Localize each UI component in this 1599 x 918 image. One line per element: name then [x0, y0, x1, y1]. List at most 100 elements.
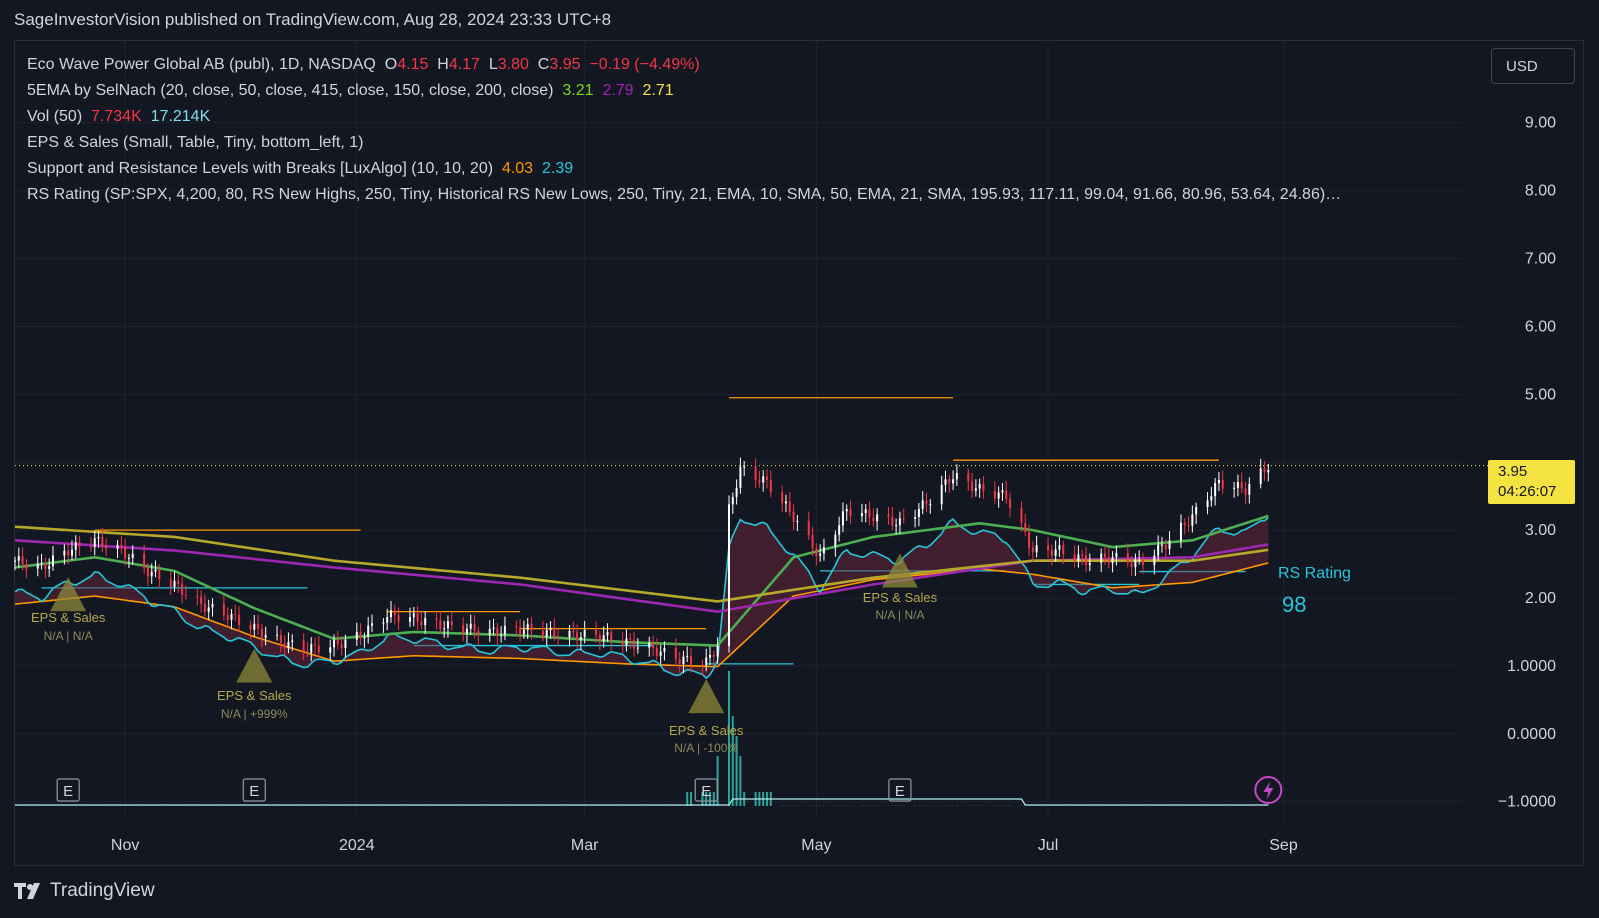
- candle-body: [492, 627, 495, 629]
- candle-body: [211, 603, 214, 608]
- volume-bar: [868, 805, 871, 806]
- volume-bar: [952, 805, 955, 806]
- candle-body: [978, 483, 981, 489]
- volume-bar: [811, 805, 814, 806]
- volume-bar: [955, 805, 958, 806]
- y-tick-label: 3.00: [1525, 522, 1556, 539]
- candle-body: [150, 571, 153, 577]
- candle-body: [792, 511, 795, 522]
- rs-rating-value: 98: [1282, 592, 1306, 617]
- candle-body: [1050, 550, 1053, 556]
- candle-body: [302, 640, 305, 652]
- volume-bar: [876, 805, 879, 806]
- high-label: H: [437, 56, 449, 73]
- y-tick-label: 0.0000: [1507, 726, 1556, 743]
- volume-bar: [902, 805, 905, 806]
- candle-body: [21, 556, 24, 565]
- rs-title[interactable]: RS Rating (SP:SPX, 4,200, 80, RS New Hig…: [27, 186, 1342, 203]
- candle-body: [173, 580, 176, 587]
- eps-triangle: [881, 553, 918, 588]
- candle-body: [496, 627, 499, 636]
- candle-body: [253, 623, 256, 630]
- change-value: −0.19 (−4.49%): [589, 56, 700, 73]
- candle-body: [397, 615, 400, 622]
- legend-sr-row: Support and Resistance Levels with Break…: [27, 156, 1341, 182]
- candle-body: [834, 534, 837, 548]
- candle-body: [952, 479, 955, 484]
- candle-body: [610, 632, 613, 641]
- x-tick-label: May: [801, 837, 831, 854]
- candle-body: [948, 479, 951, 484]
- close-label: C: [537, 56, 550, 73]
- candle-body: [602, 635, 605, 641]
- candle-body: [120, 544, 123, 548]
- candle-body: [709, 655, 712, 658]
- candle-body: [887, 514, 890, 517]
- volume-bar: [819, 805, 822, 806]
- candle-body: [131, 553, 134, 558]
- candle-body: [739, 466, 742, 488]
- candle-body: [1153, 555, 1156, 566]
- eps-triangle: [50, 577, 87, 612]
- volume-bar: [735, 736, 738, 806]
- volume-bar: [784, 805, 787, 806]
- candle-body: [522, 629, 525, 634]
- candle-body: [1221, 479, 1224, 489]
- candle-body: [488, 628, 491, 636]
- candle-body: [443, 628, 446, 630]
- candle-body: [420, 621, 423, 626]
- candle-body: [921, 500, 924, 509]
- candle-body: [583, 630, 586, 638]
- candle-body: [1020, 508, 1023, 524]
- chart-frame[interactable]: [14, 40, 1584, 866]
- earnings-marker-label: E: [895, 783, 905, 800]
- vol-title[interactable]: Vol (50): [27, 108, 83, 125]
- legend-ema-row: 5EMA by SelNach (20, close, 50, close, 4…: [27, 78, 1341, 104]
- volume-bar: [838, 805, 841, 806]
- candle-body: [807, 520, 810, 535]
- tradingview-brand[interactable]: TradingView: [14, 880, 155, 902]
- candle-body: [1103, 553, 1106, 558]
- candle-body: [158, 569, 161, 580]
- candle-body: [1081, 554, 1084, 556]
- volume-bar: [807, 805, 810, 806]
- brand-name: TradingView: [50, 880, 155, 901]
- candle-body: [621, 640, 624, 646]
- volume-bar: [971, 805, 974, 806]
- eps-label-title: EPS & Sales: [669, 723, 744, 738]
- candle-body: [519, 626, 522, 634]
- volume-bar: [792, 805, 795, 806]
- earnings-marker-label: E: [63, 783, 73, 800]
- sr-title[interactable]: Support and Resistance Levels with Break…: [27, 160, 494, 177]
- symbol-name[interactable]: Eco Wave Power Global AB (publ), 1D, NAS…: [27, 56, 376, 73]
- rs-rating-label: RS Rating: [1278, 565, 1351, 582]
- volume-bar: [860, 805, 863, 806]
- volume-bar: [887, 805, 890, 806]
- candle-body: [306, 651, 309, 653]
- volume-bar: [864, 805, 867, 806]
- candle-body: [659, 651, 662, 656]
- open-value: 4.15: [397, 56, 429, 73]
- currency-button[interactable]: USD: [1491, 48, 1575, 84]
- candle-body: [465, 628, 468, 634]
- eps-title[interactable]: EPS & Sales (Small, Table, Tiny, bottom_…: [27, 134, 364, 151]
- candle-body: [754, 466, 757, 481]
- candle-body: [67, 550, 70, 556]
- candle-body: [389, 610, 392, 618]
- candle-body: [1001, 490, 1004, 493]
- candle-body: [967, 473, 970, 482]
- candle-body: [473, 623, 476, 631]
- candle-body: [196, 595, 199, 597]
- candle-body: [902, 518, 905, 520]
- candle-body: [1263, 468, 1266, 473]
- candle-body: [1028, 531, 1031, 548]
- volume-bar: [1020, 805, 1023, 806]
- x-tick-label: Sep: [1269, 837, 1298, 854]
- candle-body: [1248, 484, 1251, 495]
- y-tick-label: 9.00: [1525, 115, 1556, 132]
- candle-body: [860, 512, 863, 517]
- ema-200-line: [14, 525, 1269, 603]
- eps-label-value: N/A | -100%: [674, 741, 738, 755]
- ema-title[interactable]: 5EMA by SelNach (20, close, 50, close, 4…: [27, 82, 554, 99]
